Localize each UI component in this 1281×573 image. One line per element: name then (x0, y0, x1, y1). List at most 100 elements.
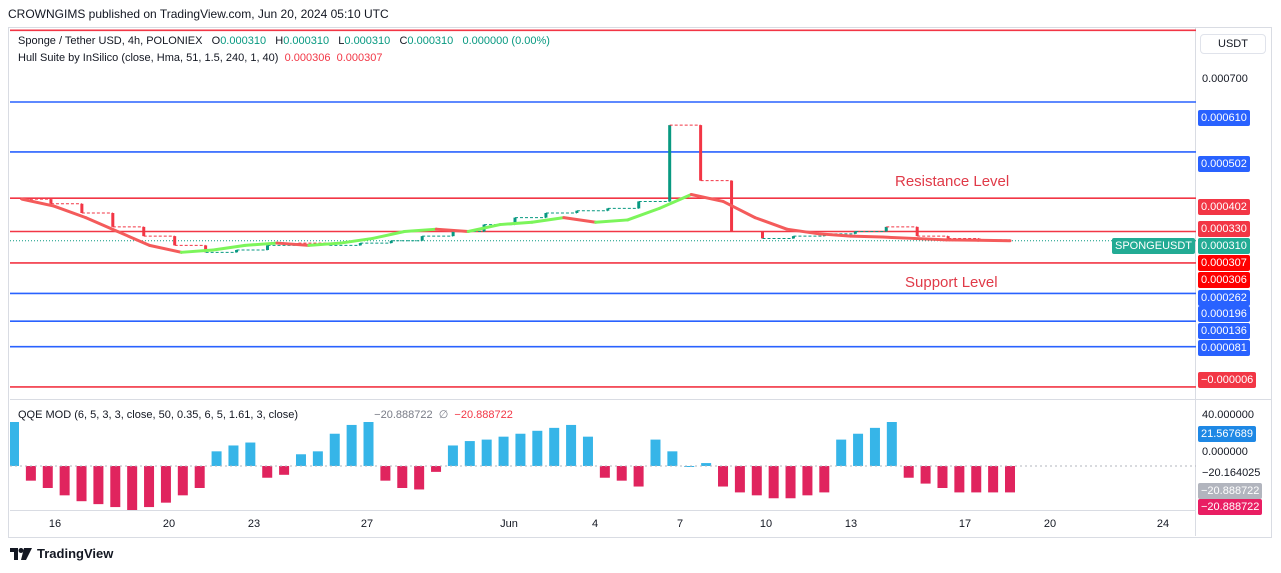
oscillator-bar (380, 466, 391, 481)
price-tag: 0.000502 (1198, 156, 1250, 172)
oscillator-bar (160, 466, 171, 503)
candle (513, 217, 517, 225)
oscillator-bar (869, 427, 880, 466)
oscillator-pane[interactable] (10, 400, 1196, 510)
low-value: 0.000310 (344, 35, 391, 47)
hull-segment (657, 193, 693, 210)
oscillator-axis[interactable]: 40.000000 0.000000 −20.164025 21.567689 −20.… (1196, 400, 1272, 515)
osc-tick: −20.164025 (1202, 467, 1261, 479)
oscillator-bar (920, 466, 931, 484)
close-value: 0.000310 (407, 35, 454, 47)
close-label: C (399, 35, 408, 47)
time-tick: 20 (162, 518, 176, 530)
candle (606, 208, 610, 211)
oscillator-bar (25, 466, 36, 481)
resistance-label: Resistance Level (895, 173, 1010, 190)
hull-segment (243, 241, 279, 247)
indicator-value-1: 0.000306 (284, 52, 331, 64)
hull-segment (275, 241, 311, 247)
oscillator-bar (599, 466, 610, 478)
high-label: H (275, 35, 284, 47)
time-axis[interactable]: 16 20 23 27 Jun 4 7 10 13 17 20 24 (10, 510, 1196, 537)
oscillator-bar (937, 466, 948, 488)
time-tick: 13 (844, 518, 858, 530)
candle (49, 199, 53, 204)
candle (358, 243, 362, 246)
brand-name: TradingView (37, 546, 114, 561)
osc-tick: 0.000000 (1202, 446, 1248, 458)
candle (884, 226, 888, 232)
candle (791, 236, 795, 239)
oscillator-bar (59, 466, 70, 496)
oscillator-bar (549, 427, 560, 466)
candle (761, 231, 764, 239)
price-tag: 0.000402 (1198, 199, 1250, 215)
oscillator-bar (734, 466, 745, 493)
open-value: 0.000310 (220, 35, 267, 47)
hull-segment (721, 199, 757, 220)
oscillator-bar (295, 454, 306, 466)
oscillator-bar (971, 466, 982, 493)
hull-segment (211, 243, 247, 252)
symbol-name[interactable]: Sponge / Tether USD, 4h, POLONIEX (18, 35, 203, 47)
hull-segment (785, 227, 821, 236)
price-tag: 0.000310 (1198, 238, 1250, 254)
hull-segment (881, 235, 916, 240)
hull-segment (530, 216, 566, 224)
price-pane[interactable] (10, 28, 1196, 398)
oscillator-bar (346, 424, 357, 466)
candle (204, 245, 208, 253)
oscillator-bar (566, 424, 577, 466)
hull-segment (689, 193, 725, 203)
candle (637, 201, 641, 209)
oscillator-bar (498, 436, 509, 466)
indicator-legend[interactable]: Hull Suite by InSilico (close, Hma, 51, … (18, 52, 383, 64)
oscillator-legend[interactable]: QQE MOD (6, 5, 3, 3, close, 50, 0.35, 6,… (18, 408, 513, 421)
oscillator-bar (532, 430, 543, 466)
price-tag: 0.000306 (1198, 272, 1250, 288)
candle (853, 231, 857, 234)
oscillator-bar (836, 439, 847, 466)
hull-segment (147, 243, 183, 254)
oscillator-name[interactable]: QQE MOD (6, 5, 3, 3, close, 50, 0.35, 6,… (18, 409, 299, 421)
oscillator-bar (684, 466, 695, 467)
oscillator-bar (515, 433, 526, 466)
pane-separator[interactable] (10, 399, 1272, 400)
candle (915, 226, 919, 237)
oscillator-bar (751, 466, 762, 496)
time-tick: 23 (247, 518, 261, 530)
time-tick: 4 (591, 518, 599, 530)
oscillator-bar (802, 466, 813, 496)
osc-tag: −20.888722 (1198, 499, 1263, 515)
hull-segment (84, 216, 120, 233)
time-tick: 16 (48, 518, 62, 530)
oscillator-bar (1005, 466, 1015, 493)
hull-segment (116, 230, 151, 247)
hull-segment (20, 197, 56, 208)
tradingview-logo-icon (10, 547, 32, 560)
high-value: 0.000310 (283, 35, 330, 47)
price-axis[interactable]: 0.000700 0.000610 0.000502 0.000402 0.000330… (1112, 28, 1272, 398)
oscillator-bar (853, 433, 864, 466)
change-value: 0.000000 (0.00%) (462, 35, 550, 47)
oscillator-bar (245, 442, 256, 466)
oscillator-bar (718, 466, 729, 487)
indicator-name[interactable]: Hull Suite by InSilico (close, Hma, 51, … (18, 52, 279, 64)
hull-segment (371, 230, 406, 240)
price-tick: 0.000700 (1202, 73, 1248, 85)
time-tick: 24 (1156, 518, 1170, 530)
hull-segment (912, 236, 948, 242)
oscillator-bar (312, 451, 323, 466)
osc-tick: 40.000000 (1202, 409, 1254, 421)
oscillator-bar (819, 466, 830, 493)
oscillator-bar (42, 466, 53, 488)
oscillator-bar (329, 433, 340, 466)
hull-segment (52, 204, 88, 220)
oscillator-value-2: −20.888722 (454, 409, 513, 421)
hull-segment (817, 232, 853, 238)
hull-segment (307, 241, 343, 247)
currency-button[interactable]: USDT (1200, 34, 1266, 54)
price-tag: 0.000081 (1198, 340, 1250, 356)
oscillator-bar (785, 466, 796, 499)
symbol-legend[interactable]: Sponge / Tether USD, 4h, POLONIEX O0.000… (18, 35, 550, 47)
